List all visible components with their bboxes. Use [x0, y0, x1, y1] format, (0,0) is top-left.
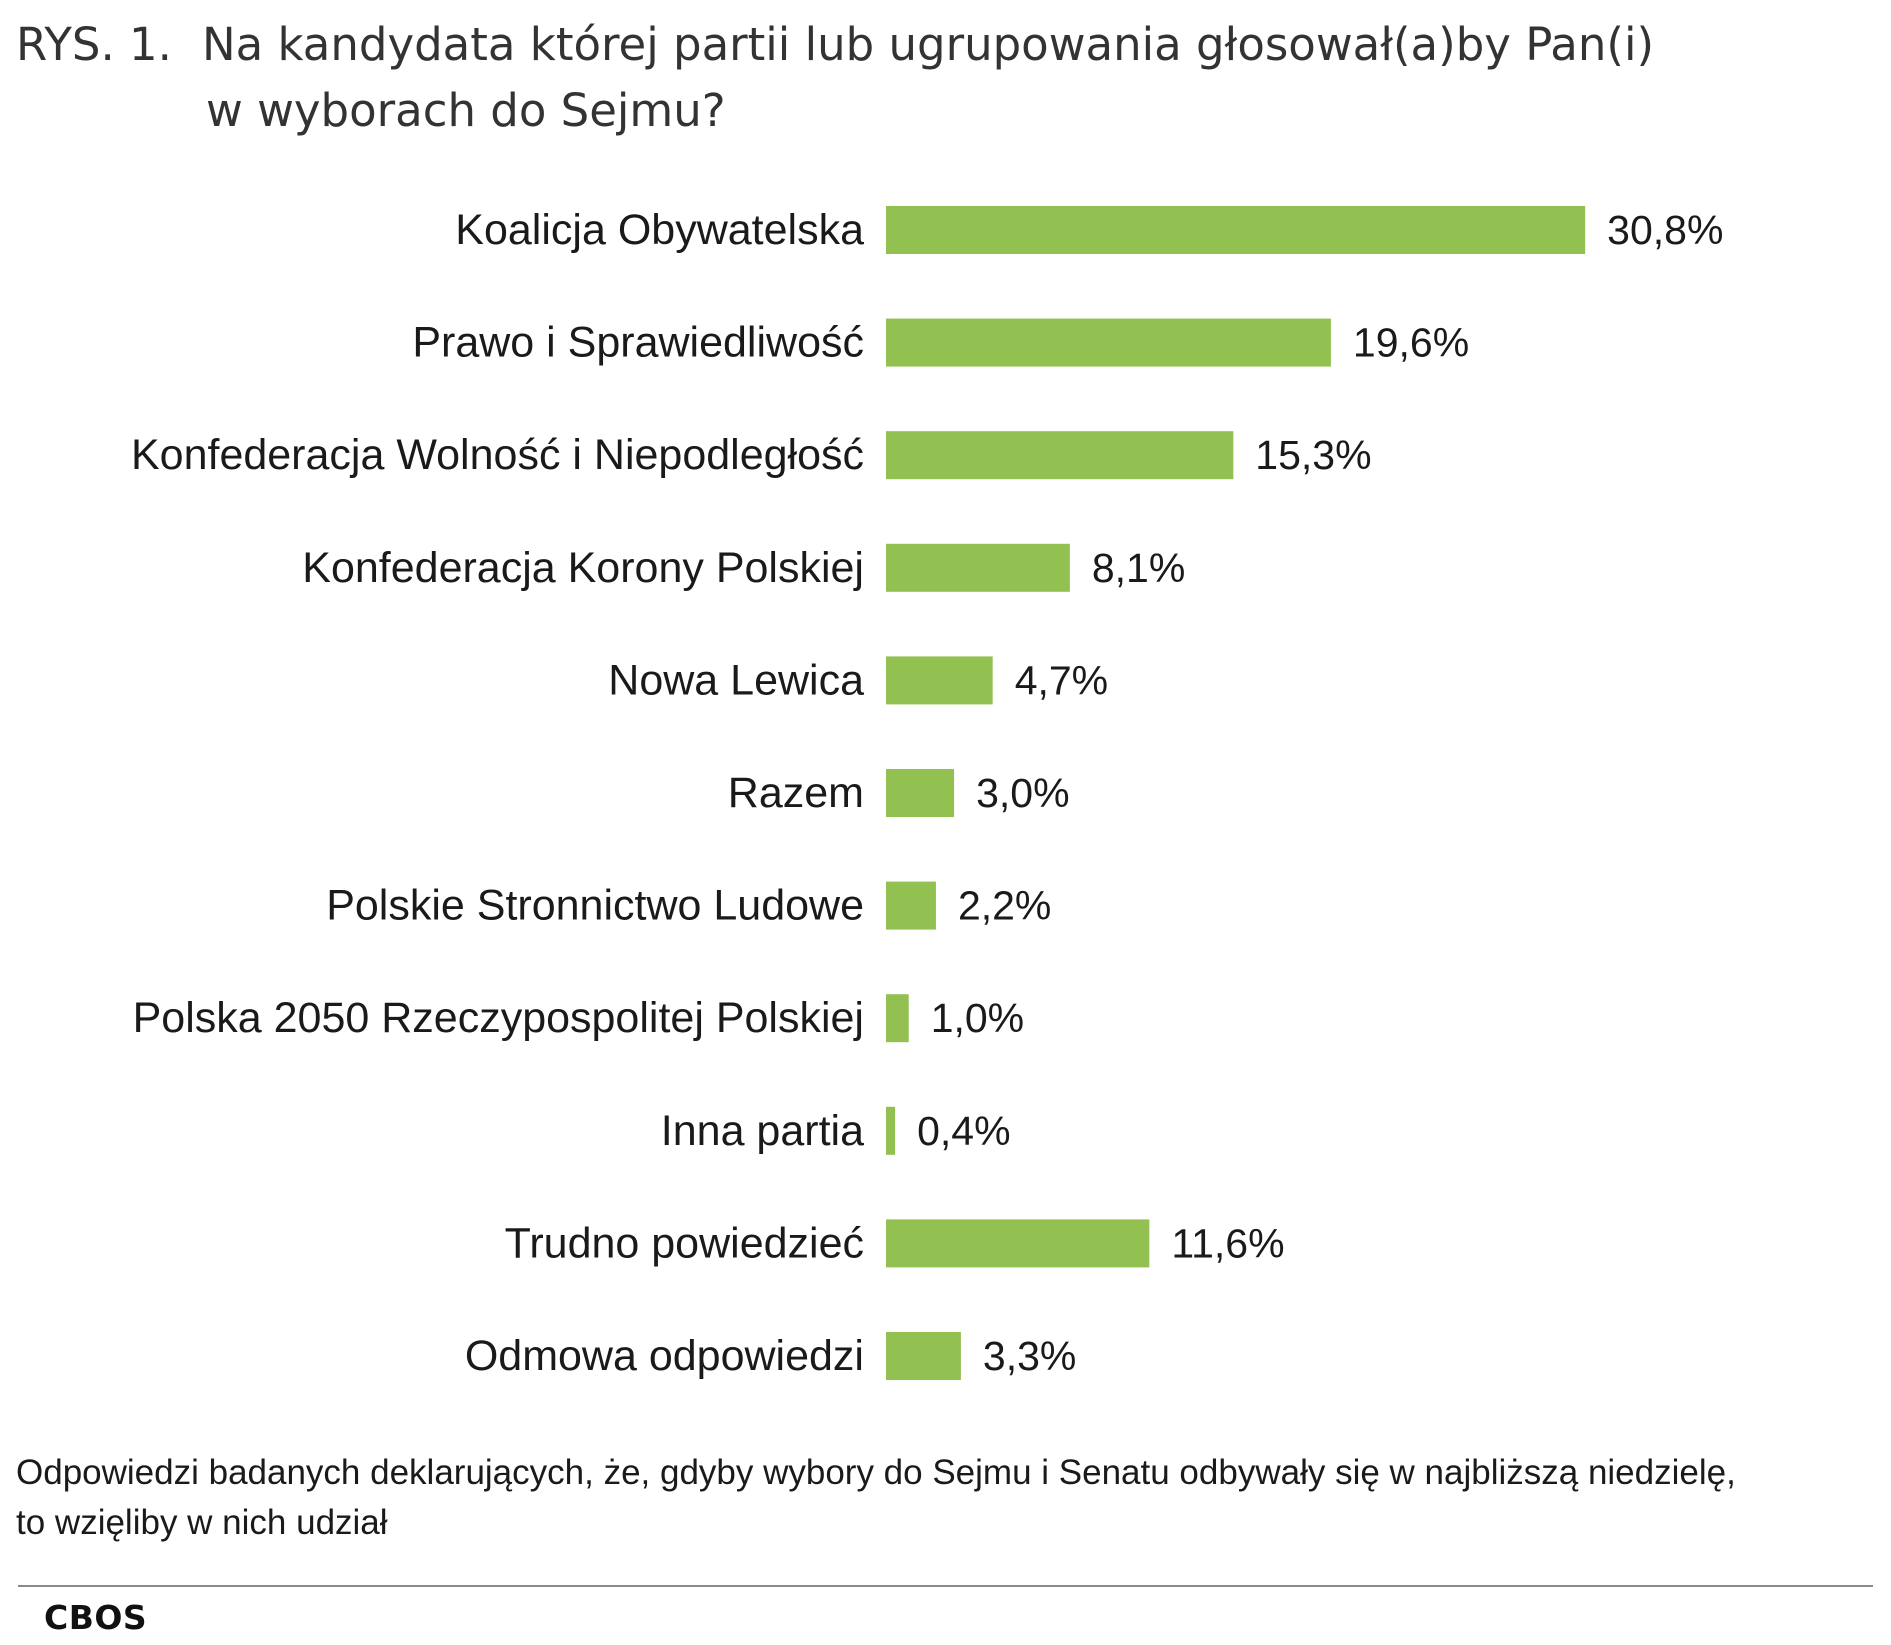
category-label: Odmowa odpowiedzi	[465, 1332, 864, 1380]
figure-number: RYS. 1.	[16, 18, 172, 71]
bar	[886, 1332, 961, 1380]
value-label: 0,4%	[917, 1108, 1010, 1154]
category-label: Polska 2050 Rzeczypospolitej Polskiej	[133, 994, 864, 1042]
bar	[886, 769, 955, 817]
footer-divider	[18, 1585, 1873, 1587]
note-line-1: Odpowiedzi badanych deklarujących, że, g…	[16, 1453, 1736, 1492]
chart-note: Odpowiedzi badanych deklarujących, że, g…	[16, 1448, 1876, 1548]
title-line-2: w wyborach do Sejmu?	[206, 84, 726, 137]
bar	[886, 1219, 1150, 1268]
bar	[886, 318, 1331, 367]
bar	[886, 543, 1070, 592]
source-logo: CBOS	[44, 1598, 148, 1637]
value-label: 1,0%	[931, 995, 1024, 1041]
category-label: Inna partia	[661, 1107, 864, 1155]
bar	[886, 1106, 896, 1155]
bar	[886, 994, 909, 1043]
bar-chart: Koalicja Obywatelska 30,8% Prawo i Sprawie…	[131, 206, 1723, 1380]
value-label: 3,0%	[976, 770, 1069, 816]
value-label: 2,2%	[958, 883, 1051, 929]
value-label: 19,6%	[1353, 320, 1469, 366]
value-label: 4,7%	[1015, 657, 1108, 703]
bar	[886, 206, 1586, 254]
chart-title: RYS. 1. Na kandydata której partii lub ug…	[16, 12, 1876, 144]
value-label: 8,1%	[1092, 545, 1185, 591]
category-label: Trudno powiedzieć	[505, 1219, 864, 1267]
bar	[886, 656, 993, 705]
category-label: Razem	[728, 769, 864, 817]
category-label: Prawo i Sprawiedliwość	[412, 319, 864, 367]
value-label: 15,3%	[1255, 432, 1371, 478]
value-label: 3,3%	[983, 1333, 1076, 1379]
category-label: Koalicja Obywatelska	[455, 206, 864, 254]
note-line-2: to wzięliby w nich udział	[16, 1503, 388, 1542]
value-label: 30,8%	[1607, 207, 1723, 253]
bar	[886, 881, 936, 930]
category-label: Konfederacja Korony Polskiej	[302, 544, 864, 592]
bar	[886, 431, 1234, 480]
category-label: Nowa Lewica	[608, 656, 864, 704]
category-label: Konfederacja Wolność i Niepodległość	[131, 431, 864, 479]
title-text: Na kandydata której partii lub ugrupowan…	[202, 18, 1655, 71]
category-label: Polskie Stronnictwo Ludowe	[326, 882, 864, 930]
value-label: 11,6%	[1171, 1220, 1284, 1266]
title-line-1: RYS. 1. Na kandydata której partii lub ug…	[16, 12, 1876, 78]
